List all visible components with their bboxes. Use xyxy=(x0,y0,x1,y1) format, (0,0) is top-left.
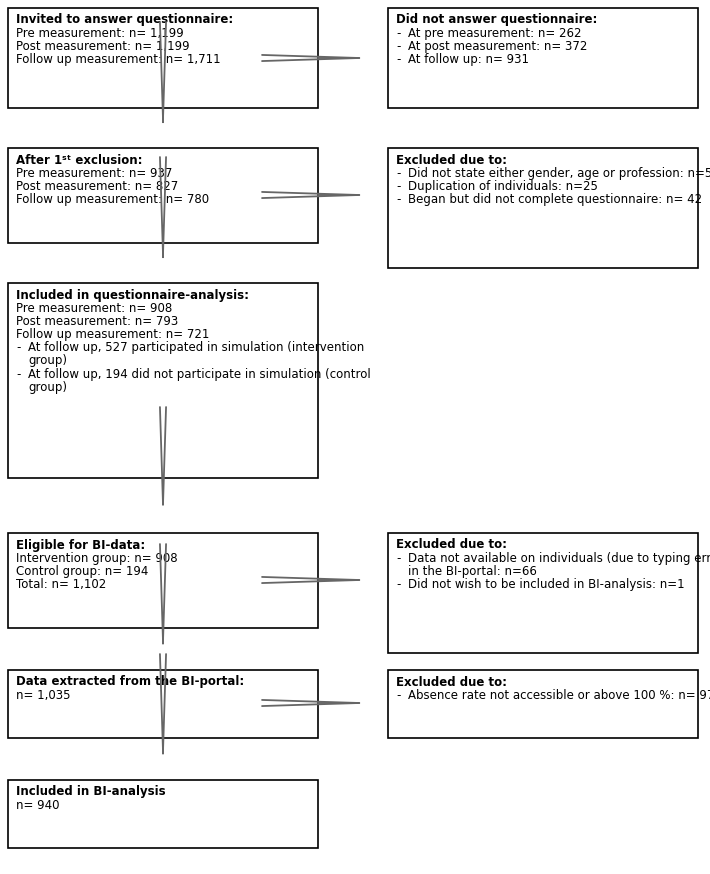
Text: group): group) xyxy=(28,354,67,367)
Bar xyxy=(8,148,318,243)
Text: Follow up measurement: n= 1,711: Follow up measurement: n= 1,711 xyxy=(16,53,221,66)
Text: Absence rate not accessible or above 100 %: n= 97: Absence rate not accessible or above 100… xyxy=(408,689,710,702)
Text: Duplication of individuals: n=25: Duplication of individuals: n=25 xyxy=(408,180,598,193)
Text: n= 1,035: n= 1,035 xyxy=(16,689,70,702)
Text: n= 940: n= 940 xyxy=(16,799,60,812)
Text: At post measurement: n= 372: At post measurement: n= 372 xyxy=(408,40,587,52)
Text: Eligible for BI-data:: Eligible for BI-data: xyxy=(16,538,146,551)
Text: Pre measurement: n= 1,199: Pre measurement: n= 1,199 xyxy=(16,27,184,39)
Bar xyxy=(388,8,698,108)
Text: Total: n= 1,102: Total: n= 1,102 xyxy=(16,578,106,591)
Text: -: - xyxy=(396,578,400,591)
Text: -: - xyxy=(396,193,400,206)
Text: -: - xyxy=(396,167,400,180)
Text: At follow up, 527 participated in simulation (intervention: At follow up, 527 participated in simula… xyxy=(28,341,364,354)
Text: Included in BI-analysis: Included in BI-analysis xyxy=(16,786,165,799)
Text: Follow up measurement: n= 721: Follow up measurement: n= 721 xyxy=(16,328,209,341)
Text: Follow up measurement: n= 780: Follow up measurement: n= 780 xyxy=(16,193,209,206)
Text: At pre measurement: n= 262: At pre measurement: n= 262 xyxy=(408,27,581,39)
Text: Included in questionnaire-analysis:: Included in questionnaire-analysis: xyxy=(16,288,249,302)
Text: Did not state either gender, age or profession: n=55: Did not state either gender, age or prof… xyxy=(408,167,710,180)
Text: -: - xyxy=(396,180,400,193)
Text: Began but did not complete questionnaire: n= 42: Began but did not complete questionnaire… xyxy=(408,193,702,206)
Text: -: - xyxy=(396,40,400,52)
Text: group): group) xyxy=(28,381,67,393)
Bar xyxy=(8,533,318,628)
Bar xyxy=(8,8,318,108)
Text: Invited to answer questionnaire:: Invited to answer questionnaire: xyxy=(16,13,234,26)
Bar xyxy=(8,283,318,478)
Bar xyxy=(8,780,318,848)
Bar xyxy=(388,533,698,653)
Text: At follow up, 194 did not participate in simulation (control: At follow up, 194 did not participate in… xyxy=(28,368,371,380)
Text: Control group: n= 194: Control group: n= 194 xyxy=(16,565,148,578)
Text: -: - xyxy=(16,341,21,354)
Text: Did not wish to be included in BI-analysis: n=1: Did not wish to be included in BI-analys… xyxy=(408,578,684,591)
Text: Post measurement: n= 793: Post measurement: n= 793 xyxy=(16,315,178,328)
Text: Data extracted from the BI-portal:: Data extracted from the BI-portal: xyxy=(16,676,244,689)
Text: Excluded due to:: Excluded due to: xyxy=(396,538,507,551)
Text: After 1ˢᵗ exclusion:: After 1ˢᵗ exclusion: xyxy=(16,154,143,167)
Bar xyxy=(8,670,318,738)
Text: Data not available on individuals (due to typing error or error: Data not available on individuals (due t… xyxy=(408,551,710,565)
Text: -: - xyxy=(396,689,400,702)
Text: in the BI-portal: n=66: in the BI-portal: n=66 xyxy=(408,565,537,578)
Bar xyxy=(388,148,698,268)
Text: Post measurement: n= 827: Post measurement: n= 827 xyxy=(16,180,178,193)
Text: Did not answer questionnaire:: Did not answer questionnaire: xyxy=(396,13,597,26)
Text: Excluded due to:: Excluded due to: xyxy=(396,154,507,167)
Text: Intervention group: n= 908: Intervention group: n= 908 xyxy=(16,551,178,565)
Text: -: - xyxy=(396,53,400,66)
Bar xyxy=(388,670,698,738)
Text: Pre measurement: n= 937: Pre measurement: n= 937 xyxy=(16,167,173,180)
Text: Post measurement: n= 1,199: Post measurement: n= 1,199 xyxy=(16,40,190,52)
Text: At follow up: n= 931: At follow up: n= 931 xyxy=(408,53,529,66)
Text: Excluded due to:: Excluded due to: xyxy=(396,676,507,689)
Text: -: - xyxy=(396,27,400,39)
Text: Pre measurement: n= 908: Pre measurement: n= 908 xyxy=(16,302,173,315)
Text: -: - xyxy=(16,368,21,380)
Text: -: - xyxy=(396,551,400,565)
